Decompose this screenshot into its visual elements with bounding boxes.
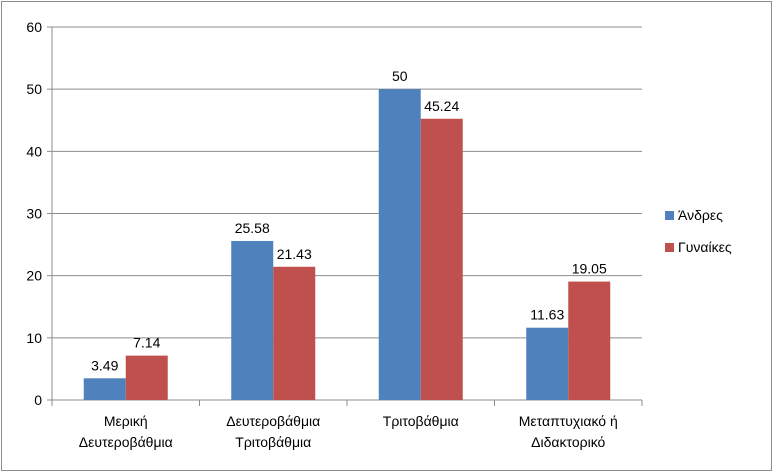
- y-tick-label: 10: [26, 330, 42, 346]
- x-tick-label: Δευτεροβάθμια: [79, 434, 173, 450]
- y-tick-label: 20: [26, 268, 42, 284]
- x-tick-label: Τριτοβάθμια: [383, 413, 459, 429]
- x-tick-label: Διδακτορικό: [531, 434, 605, 450]
- y-tick-label: 30: [26, 206, 42, 222]
- data-label: 11.63: [530, 307, 564, 323]
- bar-women: [125, 355, 168, 400]
- bar-men: [526, 327, 569, 400]
- y-tick-label: 40: [26, 143, 42, 159]
- data-label: 21.43: [277, 246, 312, 262]
- bar-men: [231, 240, 274, 400]
- x-tick-label: Μεταπτυχιακό ή: [519, 413, 618, 429]
- bar-men: [83, 378, 126, 400]
- data-label: 45.24: [424, 98, 459, 114]
- data-label: 7.14: [133, 335, 160, 351]
- legend-swatch: [665, 211, 674, 220]
- legend-entry: Άνδρες: [678, 207, 723, 223]
- x-tick-label: Δευτεροβάθμια: [226, 413, 320, 429]
- y-tick-label: 60: [26, 19, 42, 35]
- data-label: 25.58: [235, 220, 270, 236]
- y-tick-label: 50: [26, 81, 42, 97]
- x-tick-label: Τριτοβάθμια: [235, 434, 311, 450]
- data-label: 50: [392, 68, 408, 84]
- x-tick-label: Μερική: [104, 413, 148, 429]
- bar-women: [273, 266, 316, 400]
- y-tick-label: 0: [34, 392, 42, 408]
- legend-entry: Γυναίκες: [678, 239, 732, 255]
- data-label: 3.49: [91, 357, 118, 373]
- bar-women: [420, 118, 463, 401]
- legend-swatch: [665, 243, 674, 252]
- data-label: 19.05: [572, 261, 607, 277]
- bar-women: [568, 281, 611, 400]
- bar-men: [378, 89, 421, 401]
